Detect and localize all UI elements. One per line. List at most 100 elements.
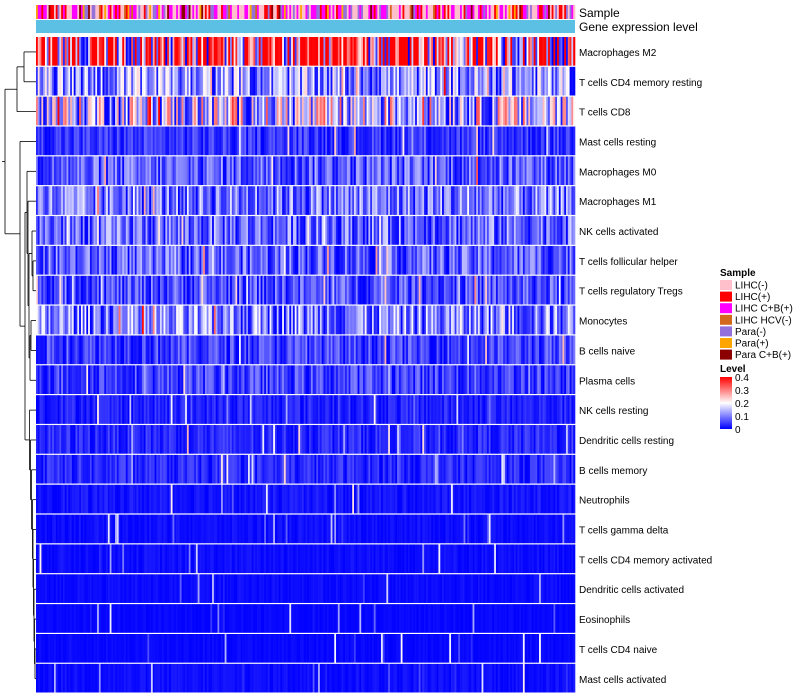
heatmap-cell (185, 484, 188, 514)
heatmap-cell (239, 245, 242, 275)
heatmap-cell (217, 186, 220, 215)
heatmap-cell (102, 484, 105, 514)
heatmap-cell (131, 425, 134, 454)
heatmap-cell (300, 37, 303, 66)
heatmap-cell (309, 454, 312, 484)
heatmap-cell (535, 275, 538, 305)
heatmap-cell (186, 335, 190, 365)
heatmap-cell (560, 335, 563, 365)
heatmap-cell (494, 305, 497, 335)
heatmap-cell (282, 156, 285, 186)
sample-annotation-cell (267, 5, 270, 19)
heatmap-cell (350, 96, 353, 126)
heatmap-cell (407, 305, 411, 335)
heatmap-cell (510, 126, 513, 156)
heatmap-cell (258, 335, 261, 365)
heatmap-cell (210, 126, 213, 156)
heatmap-cell (199, 186, 202, 215)
heatmap-cell (52, 395, 55, 424)
heatmap-cell (406, 216, 409, 245)
heatmap-cell (133, 96, 136, 126)
heatmap-cell (66, 216, 69, 245)
heatmap-cell (309, 365, 312, 394)
heatmap-cell (89, 335, 92, 365)
heatmap-cell (348, 156, 351, 186)
heatmap-cell (452, 425, 455, 454)
sample-annotation-cell (573, 5, 576, 19)
heatmap-cell (393, 335, 396, 365)
heatmap-cell (492, 156, 495, 186)
heatmap-cell (420, 245, 423, 275)
heatmap-cell (526, 365, 529, 394)
heatmap-cell (319, 66, 322, 96)
heatmap-cell (43, 126, 46, 156)
heatmap-cell (39, 245, 42, 275)
heatmap-cell (494, 275, 497, 305)
heatmap-cell (469, 335, 472, 365)
sample-annotation-cell (61, 5, 64, 19)
heatmap-cell (391, 395, 394, 424)
heatmap-cell (539, 305, 542, 335)
heatmap-cell (194, 335, 197, 365)
heatmap-cell (483, 216, 486, 245)
heatmap-cell (494, 216, 497, 245)
heatmap-cell (445, 66, 448, 96)
heatmap-cell (535, 37, 538, 66)
heatmap-cell (393, 216, 396, 245)
sample-annotation-cell (546, 5, 549, 19)
heatmap-cell (73, 395, 76, 424)
sample-annotation-cell (549, 5, 552, 19)
heatmap-cell (350, 275, 353, 305)
heatmap-cell (289, 335, 292, 365)
heatmap-cell (420, 216, 423, 245)
heatmap-cell (569, 365, 572, 394)
heatmap-cell (434, 425, 437, 454)
heatmap-cell (41, 66, 44, 96)
heatmap-cell (515, 126, 518, 156)
heatmap-cell (93, 66, 96, 96)
heatmap-cell (97, 216, 100, 245)
heatmap-cell (312, 365, 315, 394)
heatmap-cell (210, 454, 213, 484)
heatmap-cell (154, 305, 157, 335)
heatmap-cell (111, 37, 114, 66)
heatmap-cell (217, 96, 220, 126)
heatmap-cell (558, 365, 561, 394)
heatmap-cell (316, 37, 319, 66)
heatmap-cell (276, 335, 279, 365)
heatmap-cell (210, 37, 213, 66)
heatmap-cell (91, 395, 94, 424)
heatmap-cell (194, 425, 197, 454)
heatmap-cell (156, 305, 159, 335)
heatmap-cell (540, 96, 543, 126)
heatmap-cell (124, 335, 127, 365)
heatmap-cell (149, 37, 152, 66)
heatmap-cell (413, 156, 416, 186)
heatmap-cell (350, 365, 353, 394)
heatmap-cell (100, 335, 103, 365)
heatmap-cell (163, 96, 166, 126)
heatmap-cell (77, 484, 80, 514)
heatmap-cell (199, 484, 202, 514)
heatmap-cell (145, 66, 148, 96)
heatmap-cell (354, 395, 357, 424)
heatmap-cell (199, 425, 202, 454)
heatmap-cell (244, 245, 247, 275)
heatmap-cell (463, 245, 466, 275)
heatmap-cell (147, 454, 150, 484)
heatmap-cell (531, 395, 534, 424)
heatmap-cell (201, 216, 204, 245)
heatmap-cell (140, 484, 143, 514)
heatmap-cell (424, 216, 427, 245)
heatmap-cell (492, 37, 495, 66)
heatmap-cell (314, 126, 317, 156)
heatmap-cell (548, 245, 551, 275)
heatmap-cell (458, 126, 461, 156)
heatmap-cell (531, 156, 534, 186)
heatmap-cell (181, 425, 184, 454)
heatmap-cell (332, 454, 335, 484)
heatmap-cell (375, 156, 378, 186)
heatmap-cell (524, 305, 527, 335)
heatmap-cell (379, 335, 382, 365)
heatmap-cell (183, 395, 186, 424)
